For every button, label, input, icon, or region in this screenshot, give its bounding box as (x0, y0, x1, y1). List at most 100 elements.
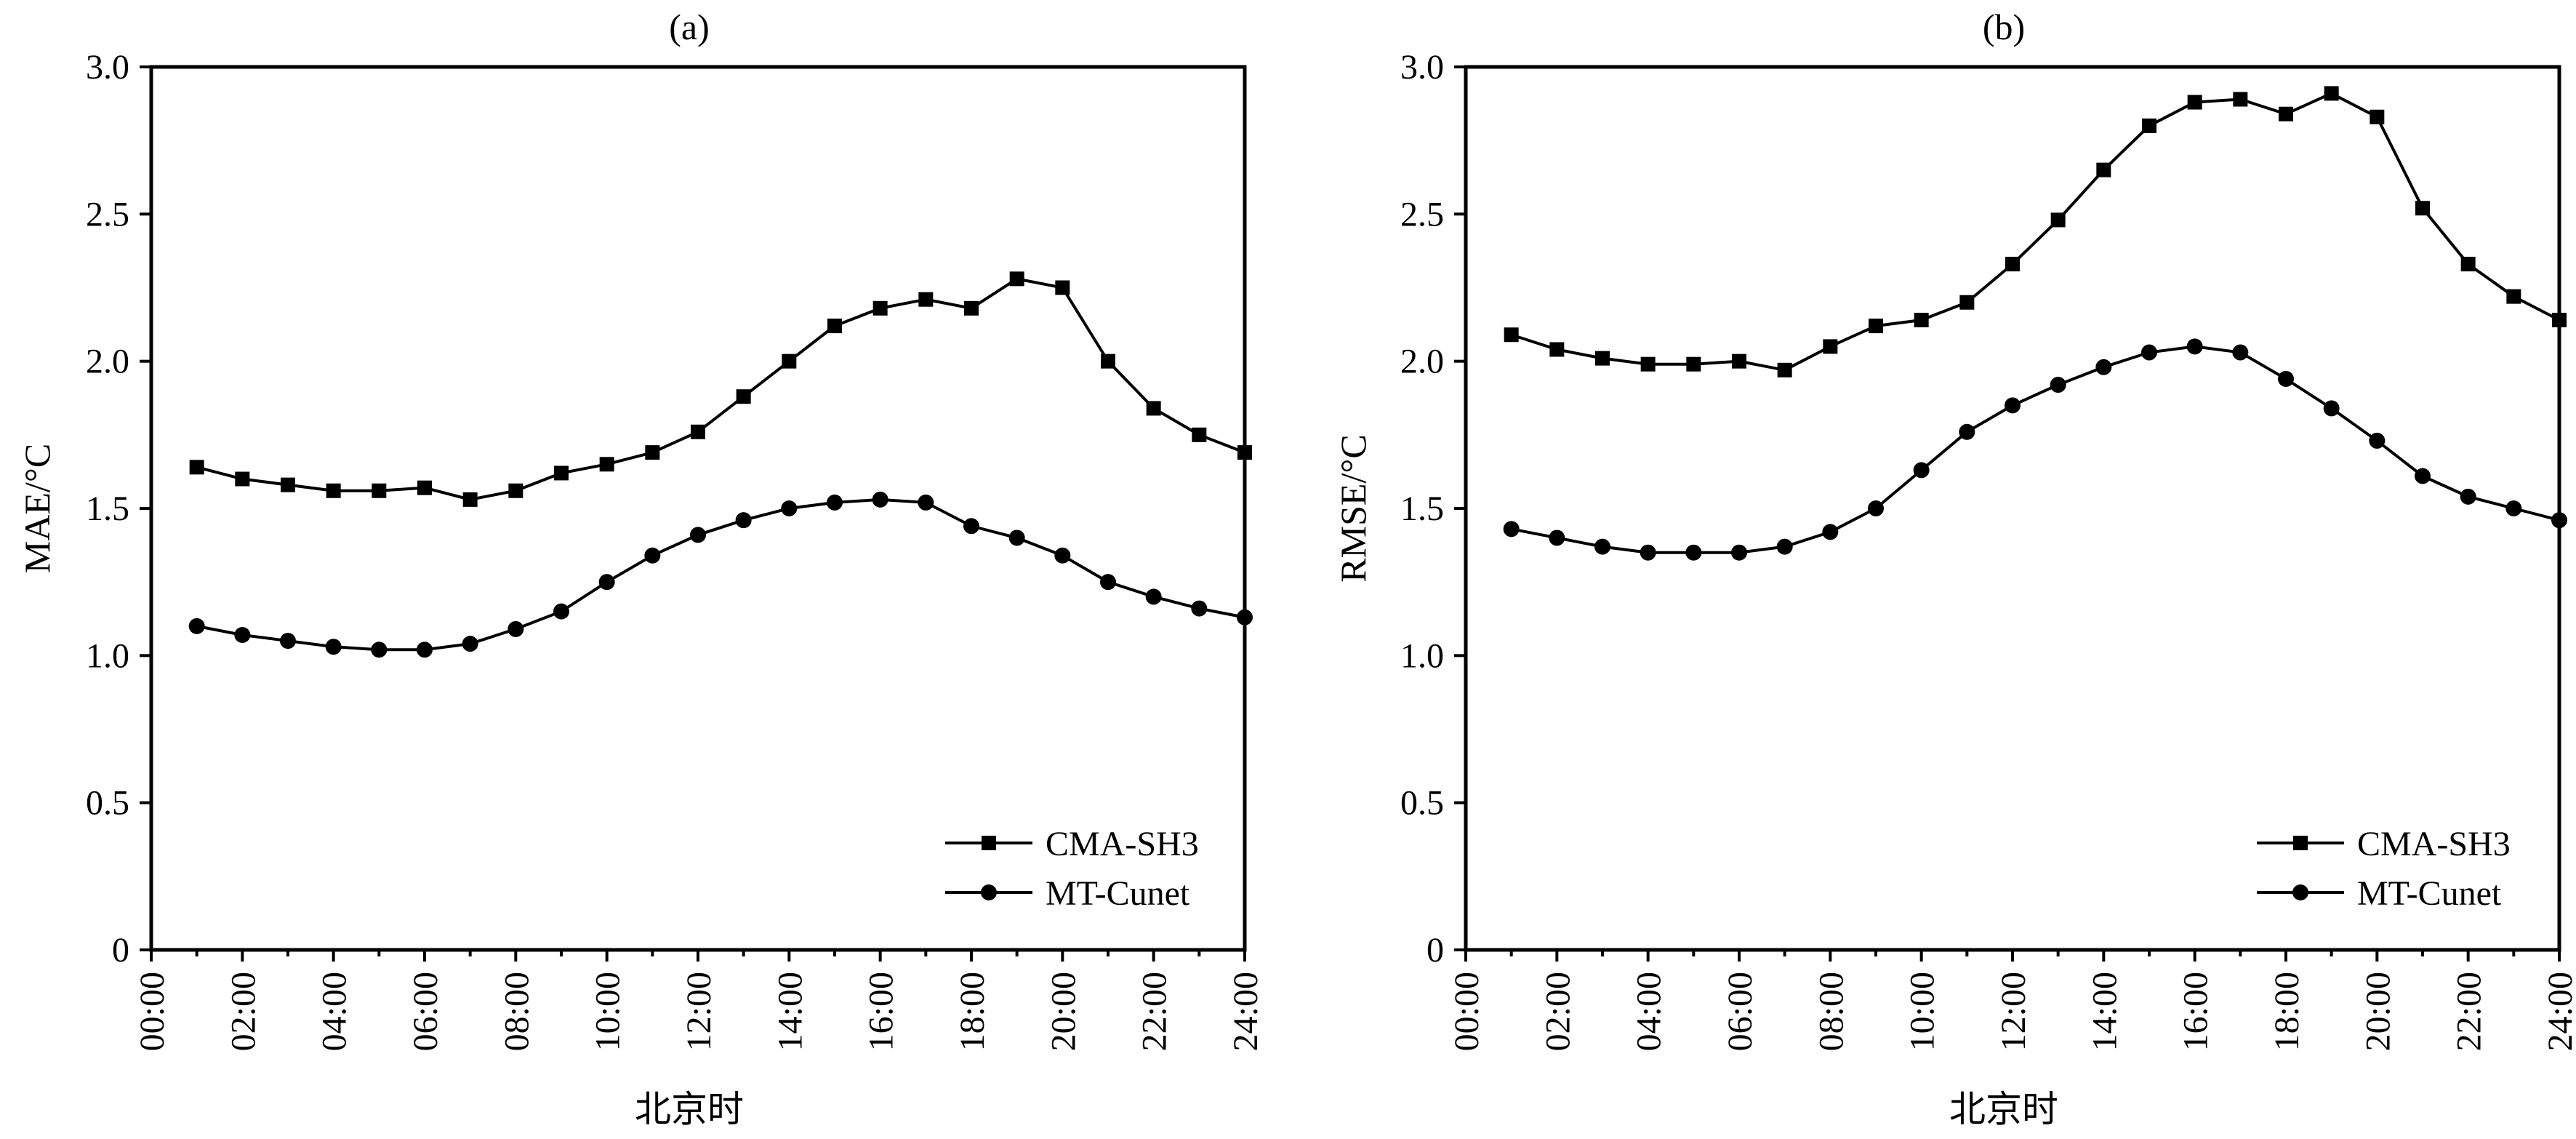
data-point-mt-cunet (234, 627, 251, 644)
data-point-cma-sh3 (1777, 362, 1792, 377)
data-point-mt-cunet (644, 547, 661, 564)
y-tick-label: 1.0 (1400, 636, 1444, 675)
data-point-mt-cunet (1594, 538, 1610, 555)
x-tick-label: 14:00 (2085, 972, 2124, 1051)
data-point-cma-sh3 (2370, 109, 2385, 124)
data-point-mt-cunet (963, 518, 979, 535)
data-point-cma-sh3 (508, 483, 523, 498)
data-point-cma-sh3 (2415, 201, 2430, 216)
data-point-cma-sh3 (2050, 212, 2066, 228)
data-point-mt-cunet (2323, 400, 2340, 417)
data-point-mt-cunet (2186, 338, 2203, 355)
legend-marker-mt-cunet (981, 884, 997, 900)
y-axis-title: RMSE/°C (1333, 434, 1373, 582)
x-tick-label: 16:00 (862, 972, 901, 1051)
legend-label-mt-cunet: MT-Cunet (2357, 874, 2502, 913)
legend-marker-cma-sh3 (2293, 836, 2308, 850)
data-point-cma-sh3 (1192, 427, 1207, 442)
data-point-mt-cunet (781, 500, 798, 516)
data-point-mt-cunet (1731, 544, 1747, 561)
data-point-cma-sh3 (964, 300, 979, 316)
data-point-mt-cunet (2005, 397, 2021, 414)
x-tick-label: 24:00 (2541, 972, 2576, 1051)
data-point-mt-cunet (2460, 488, 2476, 505)
data-point-mt-cunet (2415, 468, 2431, 484)
data-point-cma-sh3 (782, 353, 797, 369)
data-point-mt-cunet (188, 618, 205, 634)
data-point-mt-cunet (462, 636, 478, 652)
data-point-mt-cunet (2050, 377, 2066, 393)
series-line-mt-cunet (196, 497, 1245, 652)
y-axis-title: MAE/°C (17, 444, 57, 573)
y-tick-label: 0.5 (86, 784, 129, 823)
x-tick-label: 00:00 (133, 972, 172, 1051)
data-point-mt-cunet (1145, 588, 1162, 605)
x-tick-label: 02:00 (224, 972, 262, 1051)
legend-marker-mt-cunet (2292, 884, 2308, 900)
data-point-cma-sh3 (554, 465, 569, 481)
data-point-mt-cunet (371, 642, 388, 658)
data-point-cma-sh3 (2324, 86, 2339, 101)
data-point-cma-sh3 (645, 445, 660, 460)
data-point-cma-sh3 (918, 292, 934, 307)
data-point-mt-cunet (2141, 344, 2157, 361)
data-point-mt-cunet (1913, 462, 1930, 479)
chart-panel-b: (b) 北京时 RMSE/°C CMA-SH3 MT-Cunet 0 0.5 1.0… (1333, 7, 2576, 1130)
data-point-cma-sh3 (1055, 280, 1070, 295)
y-tick-label: 2.0 (1400, 343, 1444, 381)
y-tick-label: 2.5 (1400, 195, 1444, 233)
x-tick-label: 24:00 (1227, 972, 1265, 1051)
x-tick-label: 04:00 (316, 972, 354, 1051)
data-point-cma-sh3 (2279, 106, 2293, 121)
legend-marker-cma-sh3 (982, 836, 996, 850)
panel-label: (a) (669, 7, 710, 47)
data-point-cma-sh3 (1146, 401, 1161, 416)
data-point-mt-cunet (2505, 500, 2522, 516)
data-point-cma-sh3 (691, 424, 705, 439)
data-point-cma-sh3 (417, 480, 432, 495)
data-point-cma-sh3 (2187, 95, 2202, 110)
data-point-cma-sh3 (1640, 356, 1656, 372)
data-point-mt-cunet (1191, 600, 1208, 617)
data-point-mt-cunet (507, 620, 524, 637)
x-tick-label: 06:00 (406, 972, 445, 1051)
plot-frame (1464, 65, 2561, 952)
data-point-mt-cunet (2551, 512, 2567, 529)
data-point-cma-sh3 (2552, 313, 2567, 328)
data-point-cma-sh3 (2460, 257, 2476, 272)
data-point-mt-cunet (1685, 544, 1702, 561)
data-point-cma-sh3 (1504, 327, 1519, 343)
data-point-cma-sh3 (189, 460, 204, 475)
data-point-mt-cunet (598, 574, 615, 591)
data-point-mt-cunet (918, 494, 934, 511)
data-point-mt-cunet (1868, 500, 1884, 516)
data-point-cma-sh3 (281, 477, 295, 492)
y-tick-label: 0 (112, 931, 129, 970)
panel-label: (b) (1983, 7, 2025, 47)
x-tick-label: 22:00 (2450, 972, 2489, 1051)
data-point-mt-cunet (690, 527, 706, 543)
data-point-mt-cunet (1549, 529, 1565, 546)
data-point-cma-sh3 (2096, 162, 2111, 177)
legend-label-mt-cunet: MT-Cunet (1046, 874, 1190, 913)
x-tick-label: 14:00 (771, 972, 809, 1051)
data-point-cma-sh3 (872, 300, 888, 316)
x-axis-title: 北京时 (1949, 1089, 2058, 1130)
x-tick-label: 12:00 (1994, 972, 2033, 1051)
data-point-cma-sh3 (2142, 118, 2156, 133)
data-point-cma-sh3 (2005, 257, 2020, 272)
data-point-mt-cunet (1008, 529, 1025, 546)
data-point-mt-cunet (735, 512, 752, 529)
x-axis-title: 北京时 (635, 1089, 744, 1130)
data-point-mt-cunet (1054, 547, 1071, 564)
data-point-cma-sh3 (827, 319, 842, 334)
y-tick-label: 1.5 (1400, 489, 1444, 528)
x-tick-label: 20:00 (1044, 972, 1083, 1051)
y-tick-label: 0 (1427, 931, 1444, 970)
data-point-cma-sh3 (326, 483, 341, 498)
data-point-mt-cunet (1640, 544, 1656, 561)
y-tick-label: 1.5 (86, 489, 129, 528)
x-tick-label: 06:00 (1721, 972, 1760, 1051)
x-tick-label: 10:00 (589, 972, 627, 1051)
